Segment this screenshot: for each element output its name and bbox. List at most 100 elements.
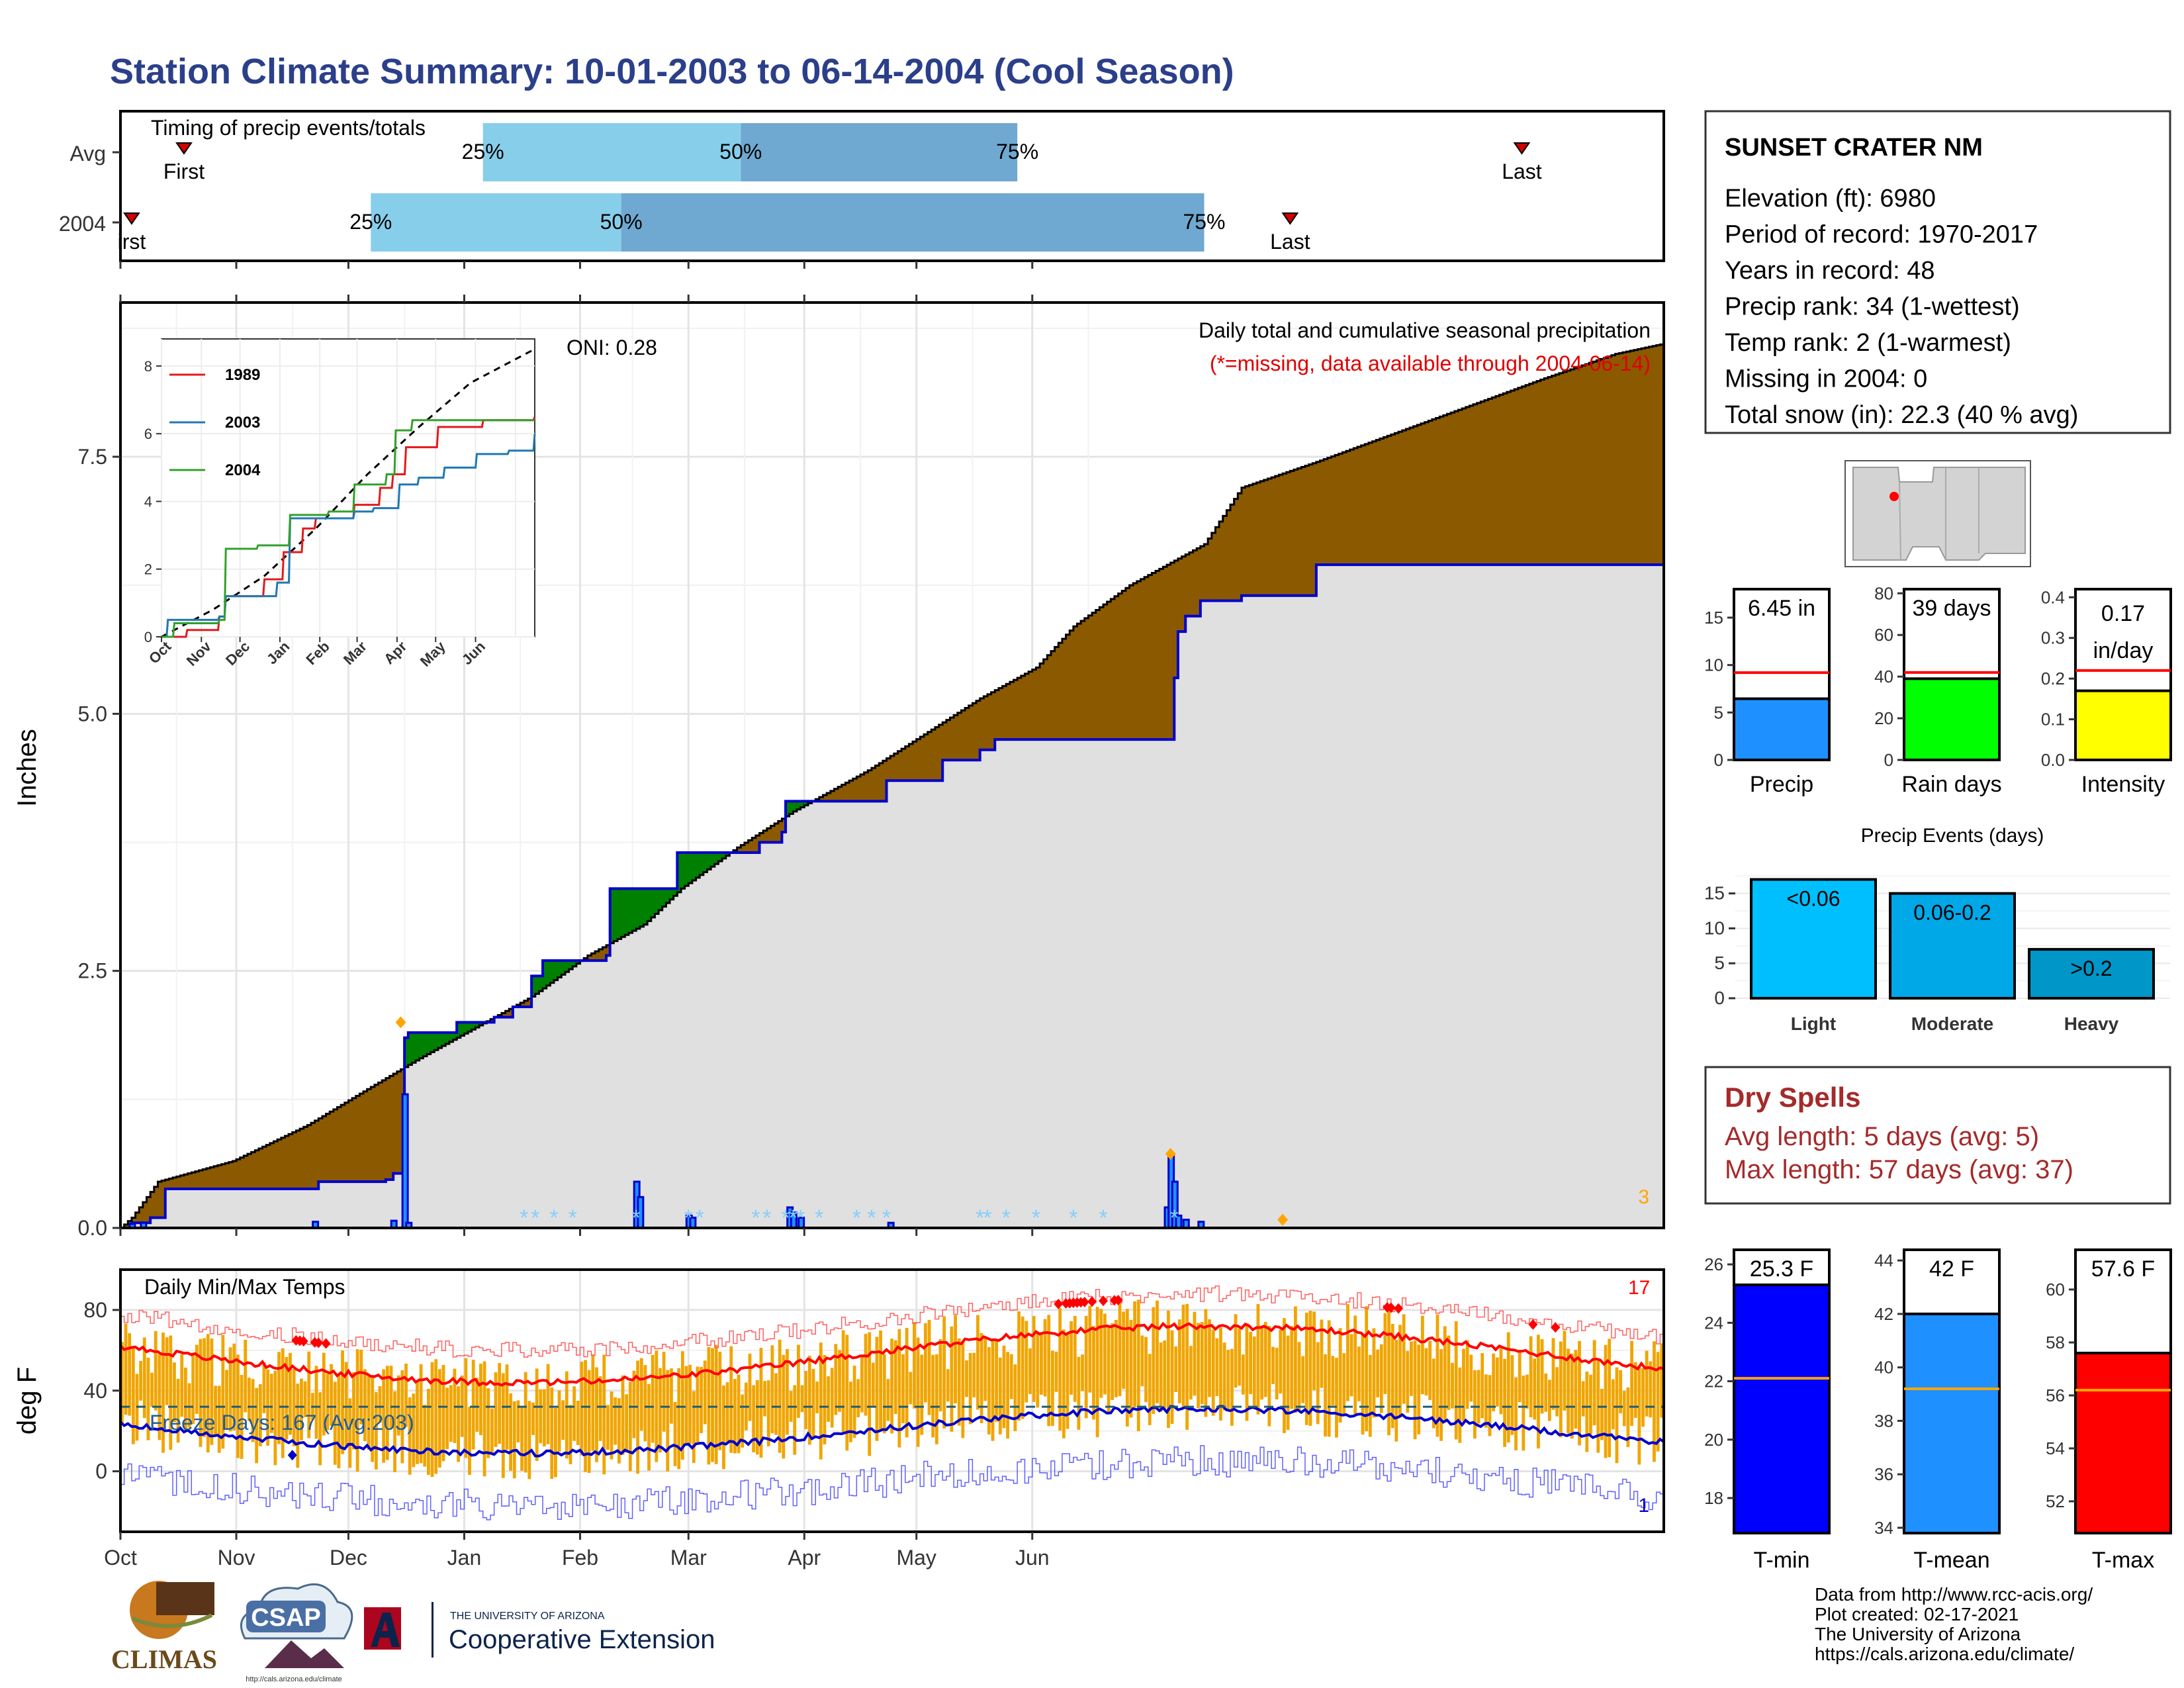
daily-temp-bar — [890, 1338, 893, 1434]
daily-temp-bar — [670, 1368, 673, 1424]
daily-temp-bar — [662, 1352, 666, 1432]
daily-temp-bar — [214, 1385, 217, 1435]
station-info-line: Total snow (in): 22.3 (40 % avg) — [1725, 401, 2078, 429]
daily-temp-bar — [905, 1327, 909, 1438]
daily-temp-bar — [1230, 1348, 1234, 1426]
station-name: SUNSET CRATER NM — [1725, 134, 1983, 162]
daily-temp-bar — [427, 1389, 430, 1476]
mini-bar-chart-precip: 6.45 in 0 5 10 15 Precip — [1704, 588, 1831, 797]
daily-temp-bar — [374, 1392, 378, 1470]
daily-temp-bar — [856, 1379, 860, 1418]
daily-temp-bar — [849, 1382, 852, 1442]
daily-temp-bar — [1346, 1304, 1349, 1401]
missing-day-marker: * — [815, 1205, 823, 1231]
daily-temp-bar — [363, 1369, 367, 1442]
mini-bar-y-tick-label: 0 — [1884, 750, 1893, 770]
daily-temp-bar — [262, 1362, 266, 1413]
daily-temp-bar — [389, 1366, 393, 1429]
daily-temp-bar — [1177, 1319, 1181, 1403]
locator-map — [1844, 460, 2031, 567]
daily-temp-bar — [1357, 1346, 1361, 1401]
credit-line: https://cals.arizona.edu/climate/ — [1815, 1644, 2074, 1664]
daily-temp-bar — [1103, 1313, 1107, 1395]
daily-temp-bar — [1633, 1362, 1637, 1418]
missing-day-marker: * — [762, 1205, 771, 1231]
daily-temp-bar — [606, 1405, 610, 1450]
map-state-border — [1899, 467, 1979, 561]
daily-temp-bar — [326, 1374, 330, 1430]
daily-temp-bar — [1559, 1341, 1563, 1438]
precip-corner-count: 3 — [1638, 1186, 1649, 1208]
daily-temp-bar — [161, 1332, 165, 1453]
daily-temp-bar — [1159, 1342, 1163, 1412]
daily-temp-bar — [1406, 1350, 1410, 1413]
daily-temp-bar — [408, 1397, 412, 1475]
climas-logo-swoosh — [131, 1613, 213, 1628]
daily-temp-bar — [412, 1393, 416, 1468]
daily-temp-bar — [501, 1373, 505, 1478]
inset-y-tick-label: 2 — [144, 561, 152, 578]
daily-temp-bar — [430, 1362, 434, 1477]
daily-temp-bar — [587, 1370, 591, 1474]
mini-bar-chart-intensity: 0.17 in/day 0.0 0.1 0.2 0.3 0.4 Intensity — [2041, 587, 2172, 797]
daily-temp-bar — [285, 1357, 289, 1440]
temp-top-count: 17 — [1628, 1277, 1650, 1299]
daily-temp-bar — [1641, 1368, 1645, 1427]
daily-temp-bar — [1563, 1331, 1567, 1411]
daily-temp-bar — [527, 1401, 531, 1479]
daily-temp-bar — [482, 1361, 486, 1477]
daily-temp-bar — [355, 1349, 359, 1472]
temp-bar-y-tick-label: 44 — [1874, 1250, 1893, 1270]
daily-temp-bar — [1114, 1319, 1118, 1397]
daily-temp-bar — [1271, 1346, 1275, 1385]
timing-title: Timing of precip events/totals — [151, 116, 426, 140]
daily-temp-bar — [1570, 1353, 1574, 1439]
daily-temp-bar — [1537, 1335, 1540, 1449]
credit-line: The University of Arizona — [1815, 1624, 2021, 1644]
daily-temp-bar — [1514, 1377, 1518, 1450]
inset-y-tick-label: 0 — [144, 629, 152, 645]
daily-temp-bar — [1619, 1370, 1623, 1414]
daily-temp-bar — [1163, 1340, 1167, 1410]
dry-title: Dry Spells — [1725, 1082, 1860, 1113]
daily-temp-bar — [1342, 1353, 1346, 1415]
missing-day-marker: * — [1032, 1205, 1040, 1231]
daily-temp-bar — [1361, 1333, 1365, 1435]
record-high-marker — [314, 1337, 324, 1348]
daily-temp-bar — [1525, 1374, 1529, 1409]
daily-temp-bar — [1547, 1380, 1551, 1421]
daily-temp-bar — [766, 1380, 770, 1446]
daily-temp-bar — [203, 1338, 206, 1437]
daily-temp-bar — [1428, 1340, 1432, 1401]
missing-day-marker: * — [976, 1205, 984, 1231]
daily-temp-bar — [886, 1379, 890, 1421]
timing-pct-label: 75% — [996, 140, 1038, 164]
daily-temp-bar — [471, 1360, 475, 1450]
daily-temp-bar — [972, 1352, 976, 1397]
daily-temp-bar — [838, 1350, 841, 1412]
mini-bar-x-label: Intensity — [2081, 772, 2165, 797]
daily-temp-bar — [1006, 1352, 1010, 1439]
precip-y-tick-label: 7.5 — [78, 445, 107, 469]
daily-temp-bar — [711, 1348, 714, 1462]
mini-bar-y-tick-label: 60 — [1874, 625, 1893, 645]
daily-temp-bar — [404, 1363, 408, 1427]
figure-title: Station Climate Summary: 10-01-2003 to 0… — [110, 52, 1234, 91]
inset-series-2004 — [161, 419, 535, 638]
daily-temp-bar — [1036, 1331, 1040, 1408]
daily-temp-bar — [1544, 1373, 1548, 1412]
daily-temp-bar — [1327, 1320, 1331, 1437]
precip-snow-marker — [395, 1016, 406, 1029]
temp-y-tick-label: 80 — [83, 1298, 107, 1322]
daily-temp-bar — [423, 1405, 427, 1467]
events-bar-heavy — [2028, 948, 2155, 1000]
daily-temp-bar — [289, 1352, 292, 1435]
mini-bar-y-tick-label: 80 — [1874, 583, 1893, 603]
daily-temp-bar — [1390, 1324, 1394, 1429]
events-y-tick-label: 10 — [1704, 917, 1725, 938]
temp-bar-y-tick-label: 22 — [1704, 1372, 1723, 1391]
dry-max-length: Max length: 57 days (avg: 37) — [1725, 1155, 2073, 1184]
timing-last-label: Last — [1270, 230, 1310, 254]
daily-temp-bar — [187, 1383, 191, 1428]
daily-temp-bar — [1495, 1357, 1499, 1407]
